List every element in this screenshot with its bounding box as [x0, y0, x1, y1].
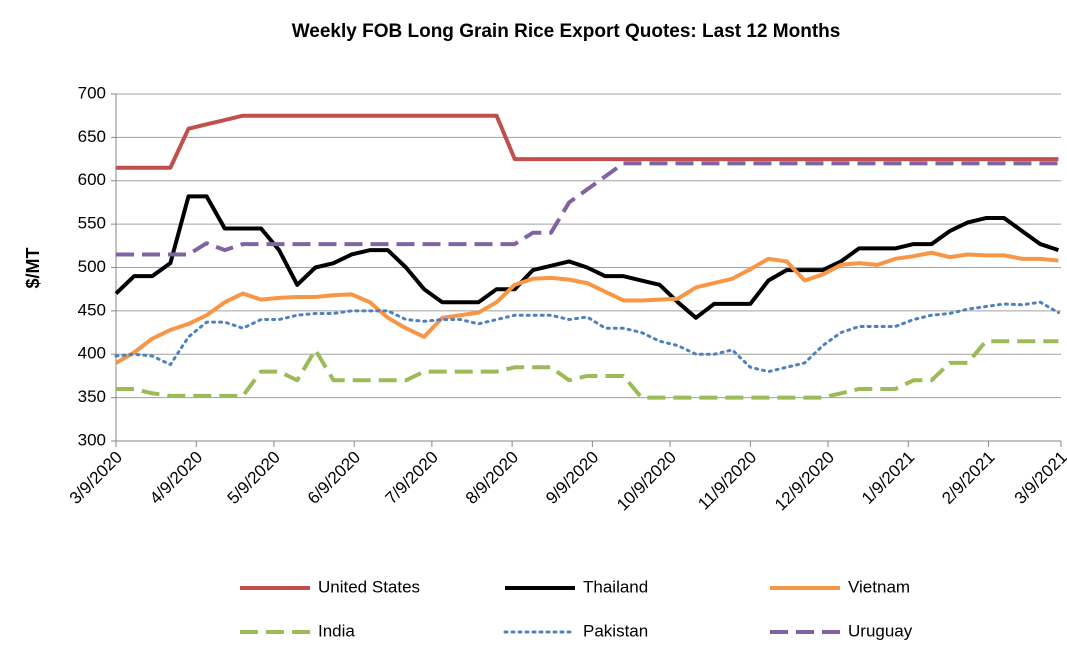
x-tick-label: 8/9/2020	[462, 448, 522, 508]
x-tick-label: 5/9/2020	[224, 448, 284, 508]
series-line	[114, 300, 1060, 374]
y-tick-label: 550	[78, 214, 106, 233]
y-tick-label: 650	[78, 127, 106, 146]
y-axis-label: $/MT	[23, 247, 43, 288]
y-tick-label: 400	[78, 344, 106, 363]
x-tick-label: 7/9/2020	[382, 448, 442, 508]
legend-label: Uruguay	[848, 621, 913, 640]
x-tick-label: 12/9/2020	[771, 448, 838, 515]
chart-title: Weekly FOB Long Grain Rice Export Quotes…	[292, 21, 841, 42]
x-tick-label: 4/9/2020	[146, 448, 206, 508]
legend-label: Thailand	[583, 577, 648, 596]
series-line	[116, 161, 1059, 257]
series-line	[116, 339, 1059, 400]
series-line	[115, 250, 1059, 365]
x-tick-label: 9/9/2020	[542, 448, 602, 508]
x-tick-label: 3/9/2021	[1011, 448, 1067, 508]
x-tick-label: 10/9/2020	[613, 448, 680, 515]
x-tick-label: 2/9/2021	[938, 448, 998, 508]
x-tick-label: 11/9/2020	[694, 448, 760, 514]
y-tick-label: 300	[78, 430, 106, 449]
legend-label: United States	[318, 577, 420, 596]
y-tick-label: 450	[78, 300, 106, 319]
x-tick-label: 3/9/2020	[66, 448, 126, 508]
y-tick-label: 500	[78, 257, 106, 276]
y-tick-label: 700	[78, 83, 106, 102]
legend-label: India	[318, 621, 355, 640]
series-line	[116, 113, 1059, 170]
x-tick-label: 6/9/2020	[304, 448, 364, 508]
legend-label: Vietnam	[848, 577, 910, 596]
legend-label: Pakistan	[583, 621, 648, 640]
y-tick-label: 600	[78, 170, 106, 189]
x-tick-label: 1/9/2021	[858, 448, 918, 508]
y-tick-label: 350	[78, 387, 106, 406]
